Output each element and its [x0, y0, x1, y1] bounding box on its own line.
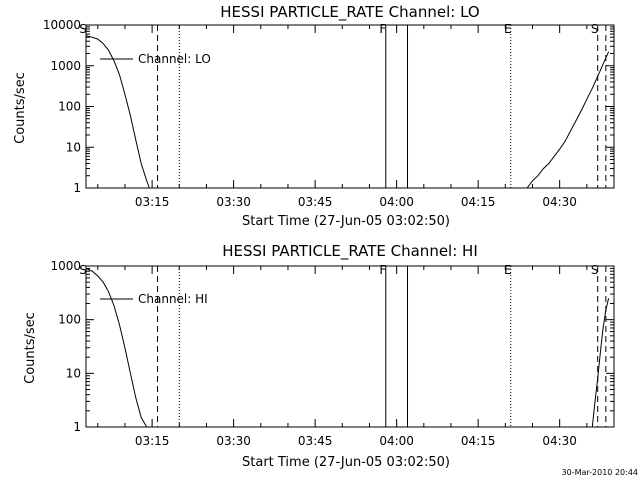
footer-timestamp: 30-Mar-2010 20:44	[562, 468, 639, 477]
panel-hi-series-line	[591, 298, 610, 428]
panel-lo-y-tick-label: 1	[73, 181, 81, 195]
panel-hi-x-tick-label: 04:15	[461, 434, 496, 448]
panel-hi-series-line	[85, 268, 148, 428]
panel-lo-x-tick-label: 04:00	[379, 195, 414, 209]
panel-lo-event-label: E	[504, 22, 512, 36]
panel-lo-ylabel: Counts/sec	[13, 72, 28, 144]
panel-lo-xlabel: Start Time (27-Jun-05 03:02:50)	[242, 214, 450, 229]
panel-lo-event-label: S	[591, 22, 599, 36]
panel-lo-plot-area: 03:15 03:30 03:45 04:00 04:15 04:30 1 10 100 1000…	[43, 18, 615, 209]
panel-hi-x-tick-label: 04:00	[379, 434, 414, 448]
panel-hi-y-tick-label: 1	[73, 420, 81, 434]
panel-lo-title: HESSI PARTICLE_RATE Channel: LO	[220, 3, 479, 22]
panel-hi-x-tick-label: 04:30	[542, 434, 577, 448]
panel-hi-legend-label: Channel: HI	[138, 292, 208, 306]
panel-lo-y-tick-label: 1000	[50, 59, 81, 73]
panel-lo-x-tick-label: 04:30	[542, 195, 577, 209]
panel-hi-event-label: E	[504, 263, 512, 277]
panel-hi-axes-box	[85, 265, 615, 428]
panel-hi: HESSI PARTICLE_RATE Channel: HI 03:15 03:…	[23, 242, 615, 470]
panel-lo-x-tick-label: 03:30	[216, 195, 251, 209]
panel-hi-x-tick-label: 03:15	[135, 434, 170, 448]
panel-lo: HESSI PARTICLE_RATE Channel: LO 03:15 03:…	[13, 3, 615, 229]
panel-lo-legend-label: Channel: LO	[138, 52, 211, 66]
panel-hi-y-tick-label: 100	[58, 313, 81, 327]
panel-lo-x-tick-label: 03:15	[135, 195, 170, 209]
panel-hi-event-label: S	[591, 263, 599, 277]
panel-lo-series-line	[526, 51, 610, 189]
panel-hi-event-label: S	[79, 263, 87, 277]
panel-lo-x-tick-label: 03:45	[298, 195, 333, 209]
panel-hi-ylabel: Counts/sec	[23, 312, 38, 384]
panel-hi-title: HESSI PARTICLE_RATE Channel: HI	[222, 242, 478, 261]
panel-hi-y-tick-label: 1000	[50, 259, 81, 273]
panel-lo-y-tick-label: 10	[66, 140, 81, 154]
panel-lo-event-label: F	[379, 22, 386, 36]
panel-hi-xlabel: Start Time (27-Jun-05 03:02:50)	[242, 455, 450, 470]
panel-lo-y-tick-label: 10000	[43, 18, 81, 32]
panel-lo-x-tick-label: 04:15	[461, 195, 496, 209]
panel-hi-event-label: F	[379, 263, 386, 277]
panel-hi-x-tick-label: 03:30	[216, 434, 251, 448]
panel-lo-series-line	[85, 35, 150, 189]
panel-hi-y-tick-label: 10	[66, 366, 81, 380]
panel-lo-y-tick-label: 100	[58, 100, 81, 114]
panel-hi-plot-area: 03:15 03:30 03:45 04:00 04:15 04:30 1 10 100 1000…	[50, 259, 615, 448]
panel-hi-x-tick-label: 03:45	[298, 434, 333, 448]
panel-lo-event-label: S	[79, 22, 87, 36]
